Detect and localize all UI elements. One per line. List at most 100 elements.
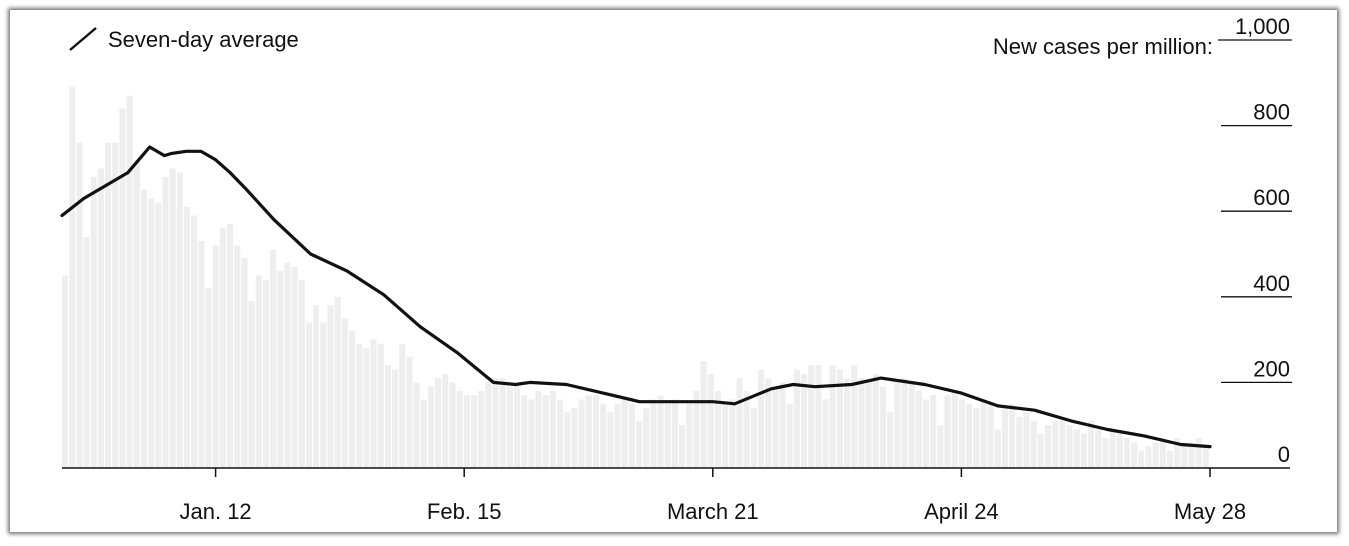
daily-cases-bar xyxy=(836,369,843,468)
daily-cases-bar xyxy=(97,168,104,468)
daily-cases-bar xyxy=(657,395,664,468)
daily-cases-bar xyxy=(643,408,650,468)
daily-cases-bar xyxy=(198,241,205,468)
daily-cases-bar xyxy=(628,403,635,468)
seven-day-average-line xyxy=(60,145,1212,449)
daily-cases-bar xyxy=(277,271,284,468)
daily-cases-bar xyxy=(1044,425,1052,468)
daily-cases-bar xyxy=(183,206,191,469)
daily-cases-bar xyxy=(148,198,155,469)
daily-cases-bar xyxy=(815,365,822,468)
daily-cases-bar xyxy=(686,403,693,468)
daily-cases-bar xyxy=(176,172,183,468)
daily-cases-bar xyxy=(1159,438,1166,468)
daily-cases-bar xyxy=(908,382,915,468)
daily-cases-bar xyxy=(671,399,678,468)
x-tick-label: Jan. 12 xyxy=(180,499,252,524)
daily-cases-bar xyxy=(664,403,671,468)
daily-cases-bar xyxy=(492,378,499,468)
daily-cases-bar xyxy=(564,412,571,468)
daily-cases-bar xyxy=(155,202,162,468)
daily-cases-bar xyxy=(1174,438,1181,468)
daily-cases-bar xyxy=(693,390,700,468)
daily-cases-bar xyxy=(1195,438,1202,468)
daily-cases-bar xyxy=(1066,425,1073,468)
daily-cases-bar xyxy=(772,386,779,468)
daily-cases-bar xyxy=(470,395,478,468)
daily-cases-bar xyxy=(334,296,341,468)
daily-cases-bar xyxy=(779,382,786,468)
daily-cases-bar xyxy=(571,408,578,468)
daily-cases-bar xyxy=(377,343,384,468)
daily-cases-bar xyxy=(808,365,815,468)
daily-cases-bar xyxy=(1102,438,1109,468)
daily-cases-bar xyxy=(420,399,427,468)
daily-cases-bar xyxy=(1059,420,1066,468)
daily-cases-bar xyxy=(901,378,908,468)
daily-cases-bar xyxy=(822,399,829,468)
daily-cases-bar xyxy=(327,305,334,468)
daily-cases-bar xyxy=(1009,403,1016,468)
daily-cases-bar xyxy=(463,395,470,468)
daily-cases-bar xyxy=(456,390,463,468)
daily-cases-bar xyxy=(320,322,327,468)
y-axis-label: New cases per million: xyxy=(993,34,1213,59)
daily-cases-bar xyxy=(1152,442,1159,468)
daily-cases-bar xyxy=(212,245,219,468)
daily-cases-bar xyxy=(270,249,277,468)
daily-cases-bar xyxy=(585,395,592,468)
daily-cases-bar xyxy=(399,343,406,468)
daily-cases-bar xyxy=(119,108,126,468)
daily-cases-bar xyxy=(485,382,492,468)
daily-cases-bar xyxy=(1123,438,1130,468)
daily-cases-bar xyxy=(449,382,456,468)
y-tick-label: 600 xyxy=(1253,185,1290,210)
daily-cases-bar xyxy=(248,301,255,468)
daily-cases-bar xyxy=(1181,442,1188,468)
daily-cases-bar xyxy=(413,382,420,468)
daily-cases-bar xyxy=(255,275,262,468)
daily-cases-bar xyxy=(879,386,887,468)
daily-cases-bar xyxy=(557,399,564,468)
daily-cases-bar xyxy=(298,279,305,468)
daily-cases-bar xyxy=(219,228,226,468)
y-tick-lines xyxy=(1218,39,1292,384)
daily-cases-bar xyxy=(1037,433,1044,468)
daily-cases-bar xyxy=(923,399,930,468)
daily-cases-bar xyxy=(614,403,621,468)
daily-cases-bar xyxy=(1188,442,1195,468)
bars-layer xyxy=(62,87,1209,469)
daily-cases-bar xyxy=(341,318,348,468)
daily-cases-bar xyxy=(140,189,147,469)
daily-cases-bar xyxy=(887,412,894,468)
daily-cases-bar xyxy=(801,373,808,468)
daily-cases-bar xyxy=(757,369,765,468)
daily-cases-bar xyxy=(700,361,707,468)
daily-cases-bar xyxy=(69,87,76,468)
daily-cases-bar xyxy=(126,95,133,468)
daily-cases-bar xyxy=(234,245,241,468)
daily-cases-bar xyxy=(349,331,356,468)
daily-cases-bar xyxy=(958,399,965,468)
daily-cases-bar xyxy=(1001,408,1008,468)
x-tick-label: Feb. 15 xyxy=(427,499,502,524)
daily-cases-bar xyxy=(478,390,485,468)
daily-cases-bar xyxy=(592,395,600,468)
daily-cases-bar xyxy=(844,378,851,468)
y-tick-labels: 0 200 400 600 800 1,000 xyxy=(1235,14,1290,467)
daily-cases-bar xyxy=(506,386,513,468)
daily-cases-bar xyxy=(370,339,377,468)
daily-cases-bar xyxy=(363,348,370,468)
daily-cases-bar xyxy=(851,365,858,468)
daily-cases-bar xyxy=(549,390,556,468)
daily-cases-bar xyxy=(162,176,169,468)
daily-cases-bar xyxy=(621,399,628,468)
daily-cases-bar xyxy=(930,395,937,468)
daily-cases-bar xyxy=(227,224,234,468)
daily-cases-bar xyxy=(1116,433,1123,468)
daily-cases-bar xyxy=(83,236,90,468)
daily-cases-bar xyxy=(994,429,1001,468)
daily-cases-bar xyxy=(1138,450,1145,468)
y-tick-label: 0 xyxy=(1278,442,1290,467)
